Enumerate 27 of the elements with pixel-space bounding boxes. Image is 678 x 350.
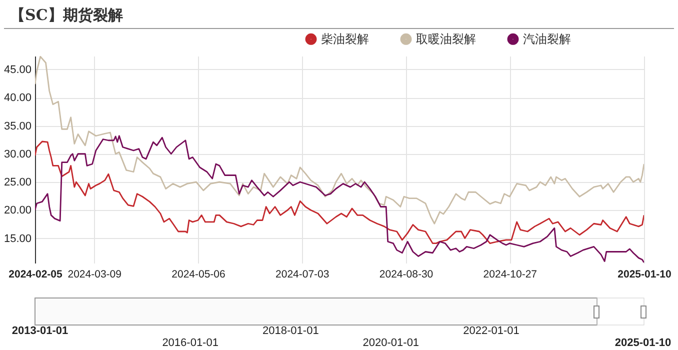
legend-label: 取暖油裂解: [416, 32, 476, 46]
chart-title: 【SC】期货裂解: [10, 6, 123, 25]
x-tick-label: 2024-05-06: [172, 268, 226, 280]
x-tick-label: 2024-10-27: [483, 268, 538, 280]
legend-label: 汽油裂解: [523, 32, 571, 46]
x-tick-label: 2024-03-09: [68, 268, 122, 280]
line-series: [35, 56, 644, 224]
y-tick-label: 45.00: [4, 64, 32, 76]
y-tick-label: 15.00: [4, 232, 32, 245]
y-tick-label: 30.00: [4, 148, 32, 160]
x-tick-label: 2024-08-30: [379, 268, 434, 280]
x-tick-label: 2024-07-03: [276, 268, 330, 280]
text: 2022-01-01: [463, 325, 520, 337]
y-tick-label: 35.00: [4, 120, 32, 132]
text: 2018-01-01: [262, 325, 319, 337]
x-tick-label: 2025-01-10: [618, 268, 672, 280]
y-tick-label: 25.00: [4, 176, 32, 188]
text: 2016-01-01: [162, 337, 218, 349]
y-tick-label: 40.00: [4, 92, 32, 104]
x-tick-label: 2024-02-05: [8, 268, 63, 280]
text: 2020-01-01: [362, 337, 420, 349]
line-series: [35, 135, 644, 263]
y-tick-label: 20.00: [4, 204, 32, 217]
legend-label: 柴油裂解: [321, 32, 369, 46]
text: 2013-01-01: [12, 325, 68, 337]
text: 2025-01-10: [614, 337, 672, 349]
line-series: [35, 140, 644, 244]
